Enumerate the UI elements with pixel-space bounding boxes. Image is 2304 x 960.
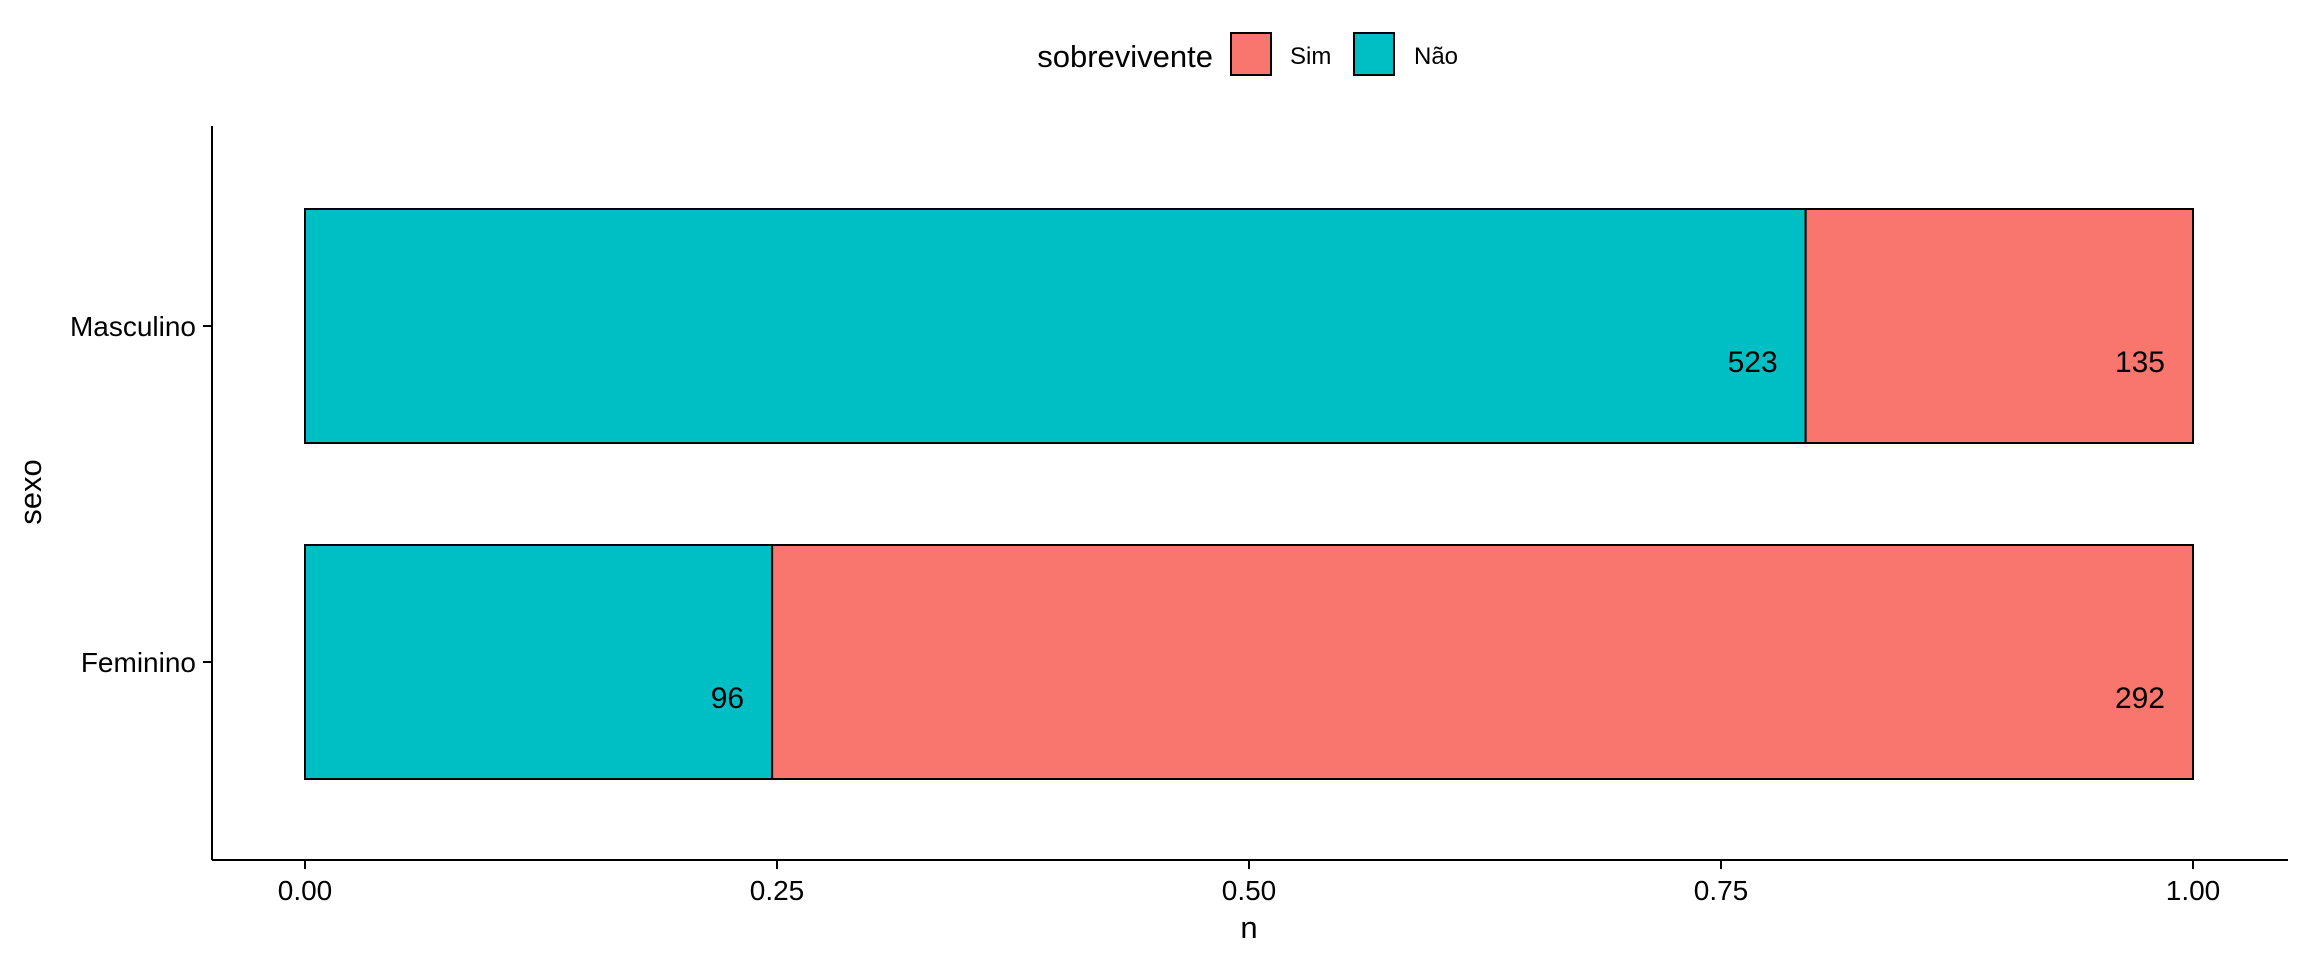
x-tick-label: 0.75 — [1694, 875, 1749, 906]
legend-label: Sim — [1290, 43, 1331, 70]
x-tick-label: 0.25 — [750, 875, 805, 906]
bar-masculino-nao — [304, 208, 1807, 444]
legend: sobrevivente Sim Não — [1037, 32, 1458, 76]
x-tick-label: 0.00 — [278, 875, 333, 906]
legend-key-sim — [1230, 32, 1272, 76]
x-axis-title: n — [1240, 910, 1257, 945]
y-tick-label: Feminino — [81, 647, 196, 678]
legend-title: sobrevivente — [1037, 39, 1213, 74]
data-label: 96 — [711, 682, 744, 715]
y-tick-label: Masculino — [70, 311, 196, 342]
data-label: 523 — [1728, 346, 1778, 379]
bar-masculino-sim — [1804, 208, 2195, 444]
legend-key-nao — [1353, 32, 1395, 76]
legend-label: Não — [1414, 43, 1458, 70]
y-axis-title: sexo — [13, 459, 48, 524]
bar-feminino-nao — [304, 544, 774, 780]
x-tick-label: 0.50 — [1222, 875, 1277, 906]
data-label: 135 — [2115, 346, 2165, 379]
bar-feminino-sim — [771, 544, 2194, 780]
data-label: 292 — [2115, 682, 2165, 715]
x-tick-label: 1.00 — [2166, 875, 2221, 906]
